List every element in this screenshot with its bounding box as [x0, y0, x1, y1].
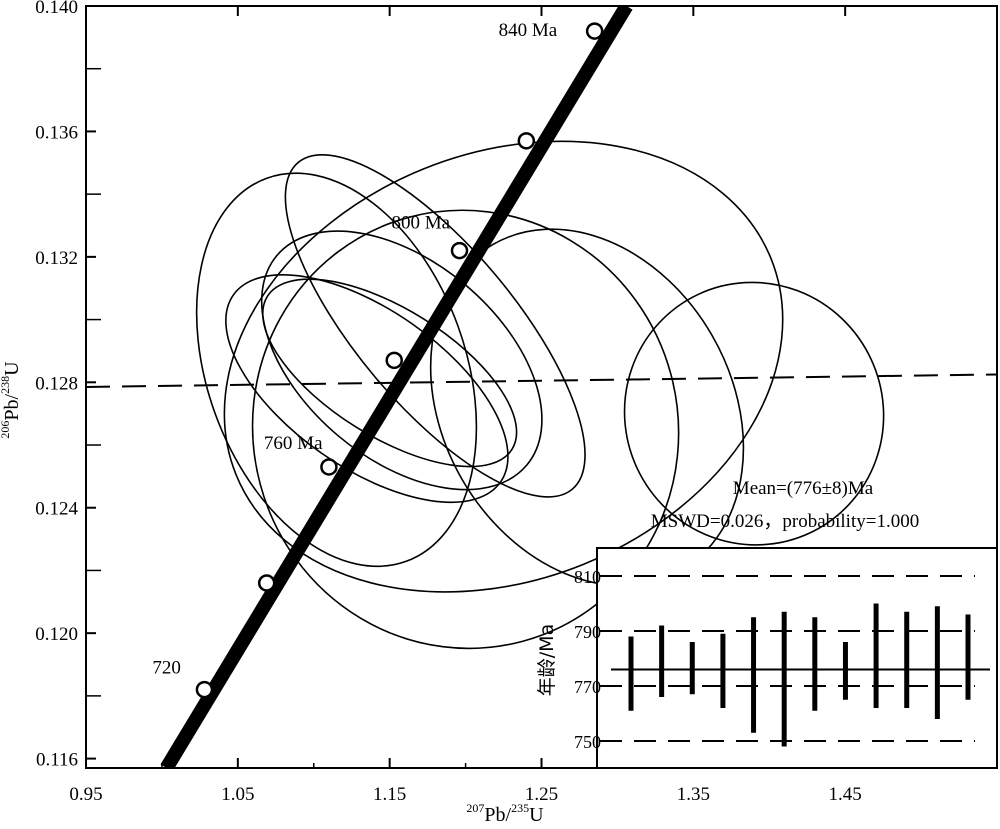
- error-ellipses: [195, 140, 885, 650]
- inset-tick-label: 810: [574, 567, 601, 587]
- concordia-curve-group: [160, 6, 633, 768]
- error-ellipse: [195, 172, 478, 568]
- inset-content: 750 770 790 810: [574, 567, 990, 752]
- stats-mswd: MSWD=0.026，probability=1.000: [651, 511, 919, 532]
- y-tick-label: 0.140: [35, 0, 78, 18]
- inset-tick-label: 750: [574, 732, 601, 752]
- age-marker: [257, 574, 276, 592]
- age-marker: [195, 680, 214, 699]
- inset-y-axis-title: 年龄/Ma: [536, 624, 558, 696]
- x-tick-label: 0.95: [69, 784, 102, 805]
- reference-line-group: [86, 373, 997, 388]
- y-tick-label: 0.132: [35, 248, 78, 269]
- y-tick-label: 0.124: [35, 499, 78, 520]
- inset-tick-label: 770: [574, 677, 601, 697]
- error-ellipse: [251, 209, 680, 650]
- x-axis-title: 207Pb/235U: [466, 801, 544, 826]
- age-label: 800 Ma: [392, 213, 451, 234]
- error-ellipse: [284, 154, 586, 498]
- x-tick-label: 1.05: [221, 784, 254, 805]
- age-inset-chart: 750 770 790 810 年龄/Ma: [536, 547, 998, 769]
- age-marker: [320, 458, 338, 476]
- y-tick-label: 0.128: [35, 373, 78, 394]
- axis-ticks: [85, 5, 922, 768]
- y-axis-title: 206Pb/238U: [0, 361, 23, 439]
- y-tick-label: 0.136: [35, 122, 78, 143]
- inset-tick-label: 790: [574, 622, 601, 642]
- x-tick-label: 1.25: [525, 784, 558, 805]
- y-tick-label: 0.120: [35, 624, 78, 645]
- reference-dashed-line: [86, 373, 997, 388]
- x-tick-label: 1.15: [373, 784, 406, 805]
- x-tick-label: 1.35: [677, 784, 710, 805]
- age-marker: [517, 132, 536, 150]
- x-tick-label: 1.45: [829, 784, 862, 805]
- age-marker: [450, 241, 469, 260]
- age-label: 840 Ma: [499, 20, 558, 41]
- age-marker: [385, 351, 403, 370]
- tick-labels: 0.95 1.05 1.15 1.25 1.35 1.45 0.116 0.120 0.124 0…: [35, 0, 862, 805]
- age-label: 720: [152, 658, 181, 679]
- error-ellipse: [225, 274, 509, 504]
- error-ellipse: [623, 281, 885, 546]
- age-annotations: 720 760 Ma 800 Ma 840 Ma: [152, 20, 604, 699]
- plot-area: [86, 6, 997, 768]
- error-ellipse: [261, 278, 518, 468]
- y-tick-label: 0.116: [36, 750, 78, 771]
- stats-mean: Mean=(776±8)Ma: [733, 478, 874, 499]
- error-ellipse: [223, 140, 784, 593]
- age-label: 760 Ma: [264, 433, 323, 454]
- age-marker: [585, 22, 604, 40]
- concordia-line: [160, 6, 633, 768]
